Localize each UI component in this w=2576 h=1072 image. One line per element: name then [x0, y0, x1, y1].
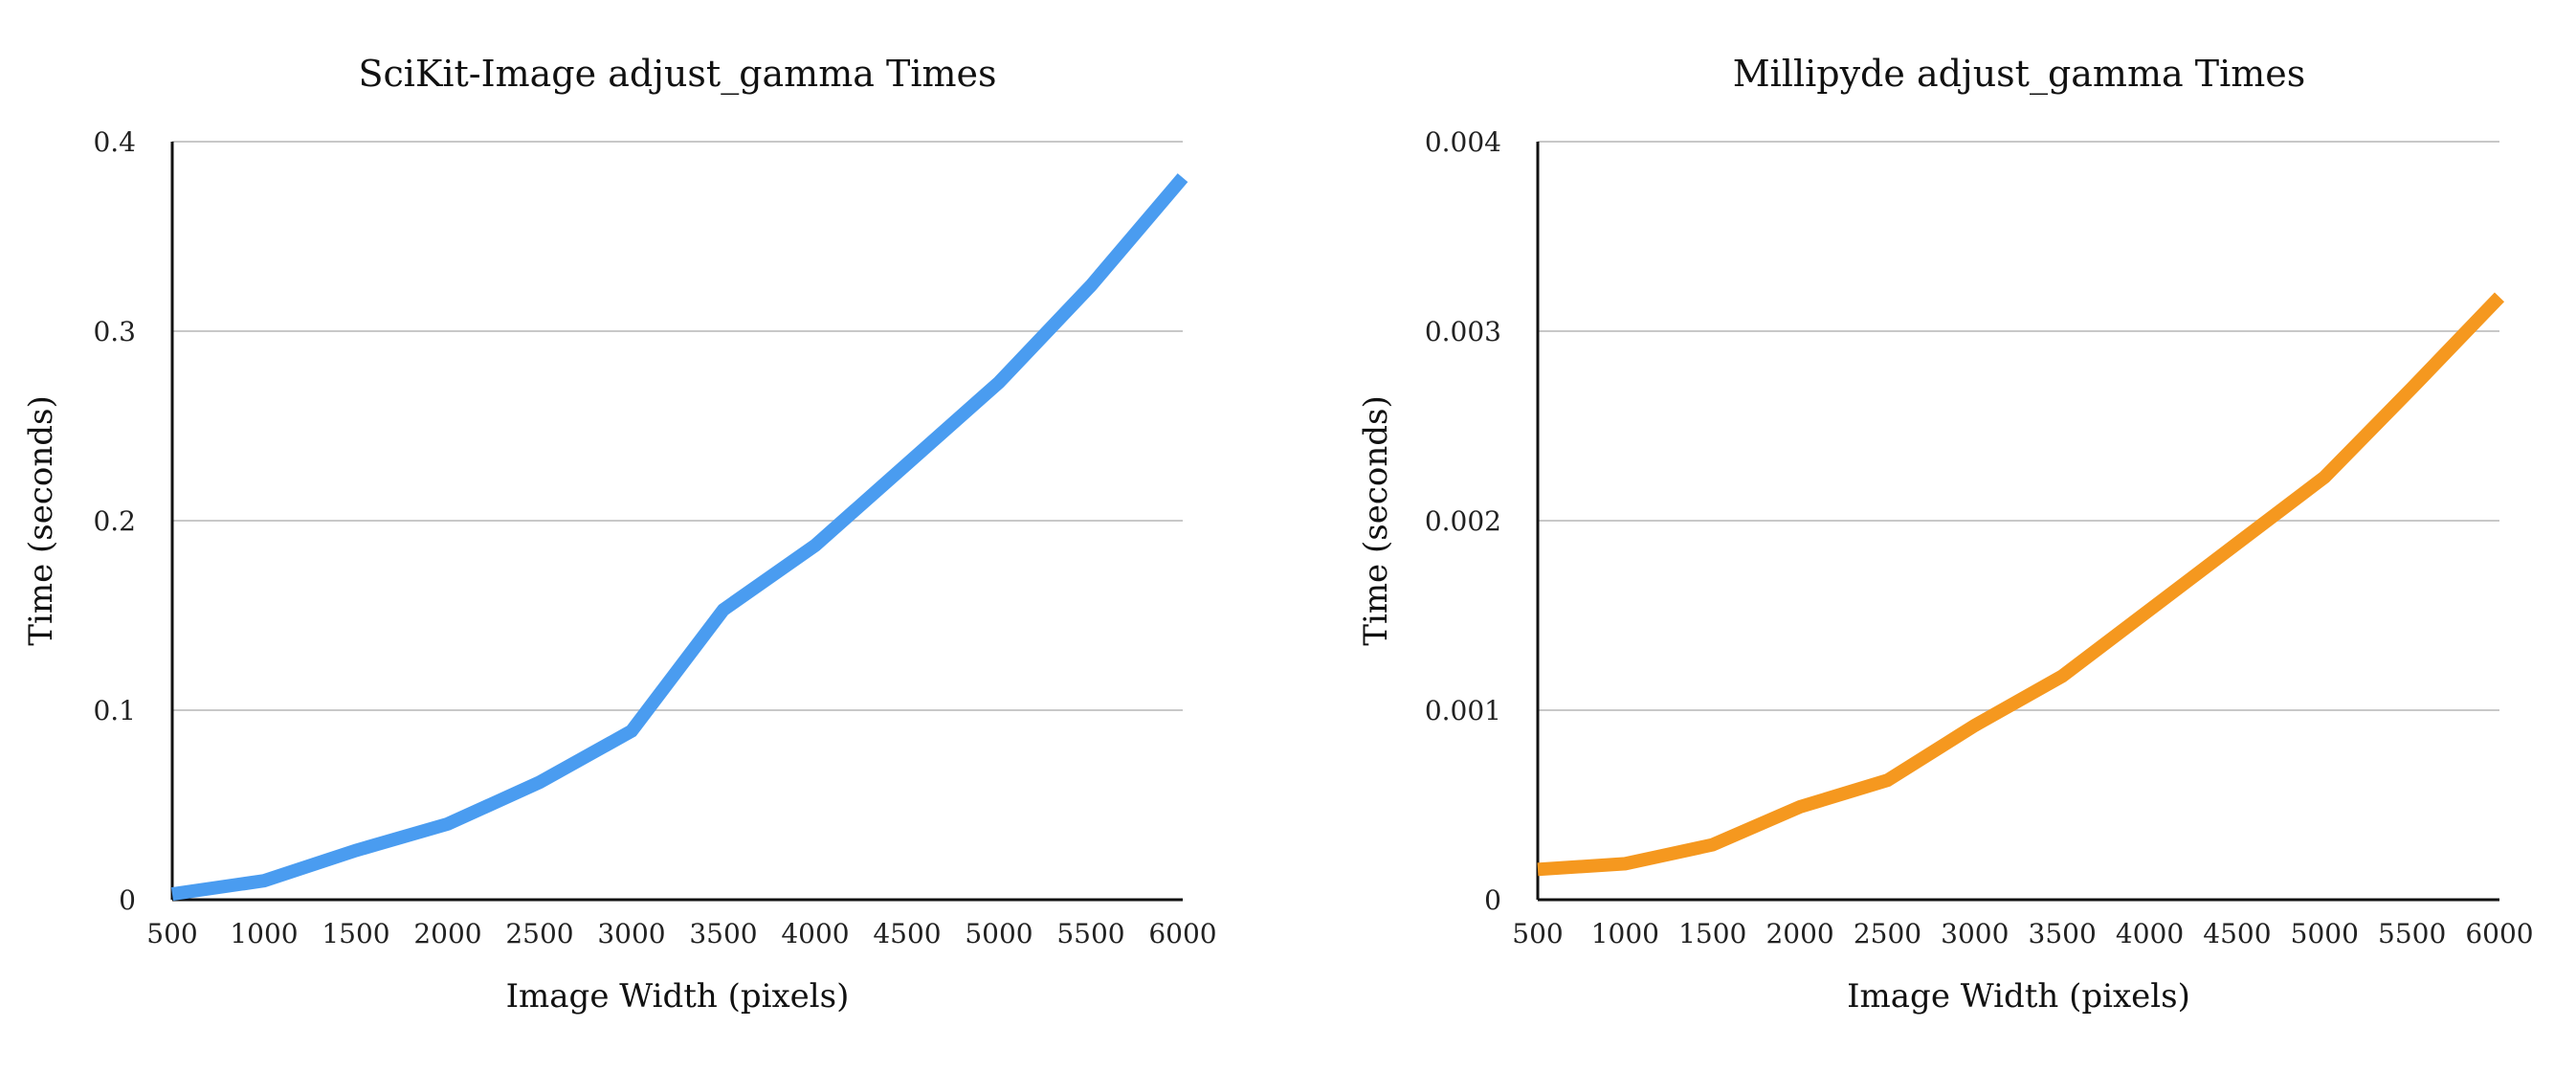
x-tick-label: 3000	[1941, 918, 2009, 949]
y-tick-label: 0.004	[1425, 126, 1501, 158]
x-tick-label: 5000	[965, 918, 1033, 949]
y-axis-label: Time (seconds)	[1357, 395, 1395, 645]
y-tick-label: 0.002	[1425, 505, 1501, 537]
x-tick-label: 5000	[2291, 918, 2359, 949]
x-axis-label: Image Width (pixels)	[1847, 977, 2190, 1016]
chart-title: Millipyde adjust_gamma Times	[1733, 53, 2306, 96]
y-tick-label: 0.001	[1425, 695, 1501, 726]
x-tick-label: 500	[146, 918, 197, 949]
x-tick-label: 5500	[1056, 918, 1124, 949]
x-tick-label: 1500	[1678, 918, 1746, 949]
millipyde-chart: Millipyde adjust_gamma Times 0 0.001 0.002 0…	[1357, 53, 2534, 1016]
x-tick-label: 3000	[597, 918, 665, 949]
x-tick-label: 4000	[781, 918, 849, 949]
series-line	[170, 173, 1188, 901]
scikit-image-chart: SciKit-Image adjust_gamma Times 0 0.1 0.2 0.…	[22, 53, 1217, 1016]
x-tick-label: 6000	[1148, 918, 1216, 949]
x-tick-label: 1000	[1591, 918, 1659, 949]
x-tick-label: 5500	[2378, 918, 2446, 949]
x-tick-label: 4500	[2203, 918, 2271, 949]
y-tick-label: 0.1	[93, 695, 136, 726]
x-axis-label: Image Width (pixels)	[506, 977, 850, 1016]
x-tick-label: 4500	[873, 918, 941, 949]
y-tick-label: 0.003	[1425, 316, 1501, 347]
y-tick-label: 0.4	[93, 126, 136, 158]
y-tick-label: 0.2	[93, 505, 136, 537]
x-tick-label: 2500	[505, 918, 573, 949]
x-tick-label: 2000	[413, 918, 481, 949]
x-tick-label: 1500	[322, 918, 389, 949]
chart-title: SciKit-Image adjust_gamma Times	[358, 53, 996, 96]
x-tick-label: 6000	[2465, 918, 2533, 949]
y-axis-label: Time (seconds)	[22, 395, 60, 645]
y-tick-label: 0	[119, 884, 136, 916]
series-line	[1537, 292, 2505, 877]
x-tick-label: 2000	[1765, 918, 1833, 949]
x-tick-label: 2500	[1854, 918, 1921, 949]
x-tick-label: 3500	[689, 918, 757, 949]
x-tick-label: 1000	[230, 918, 298, 949]
x-tick-label: 3500	[2029, 918, 2097, 949]
x-tick-label: 500	[1512, 918, 1563, 949]
y-tick-label: 0	[1484, 884, 1501, 916]
x-tick-label: 4000	[2116, 918, 2184, 949]
y-tick-label: 0.3	[93, 316, 136, 347]
